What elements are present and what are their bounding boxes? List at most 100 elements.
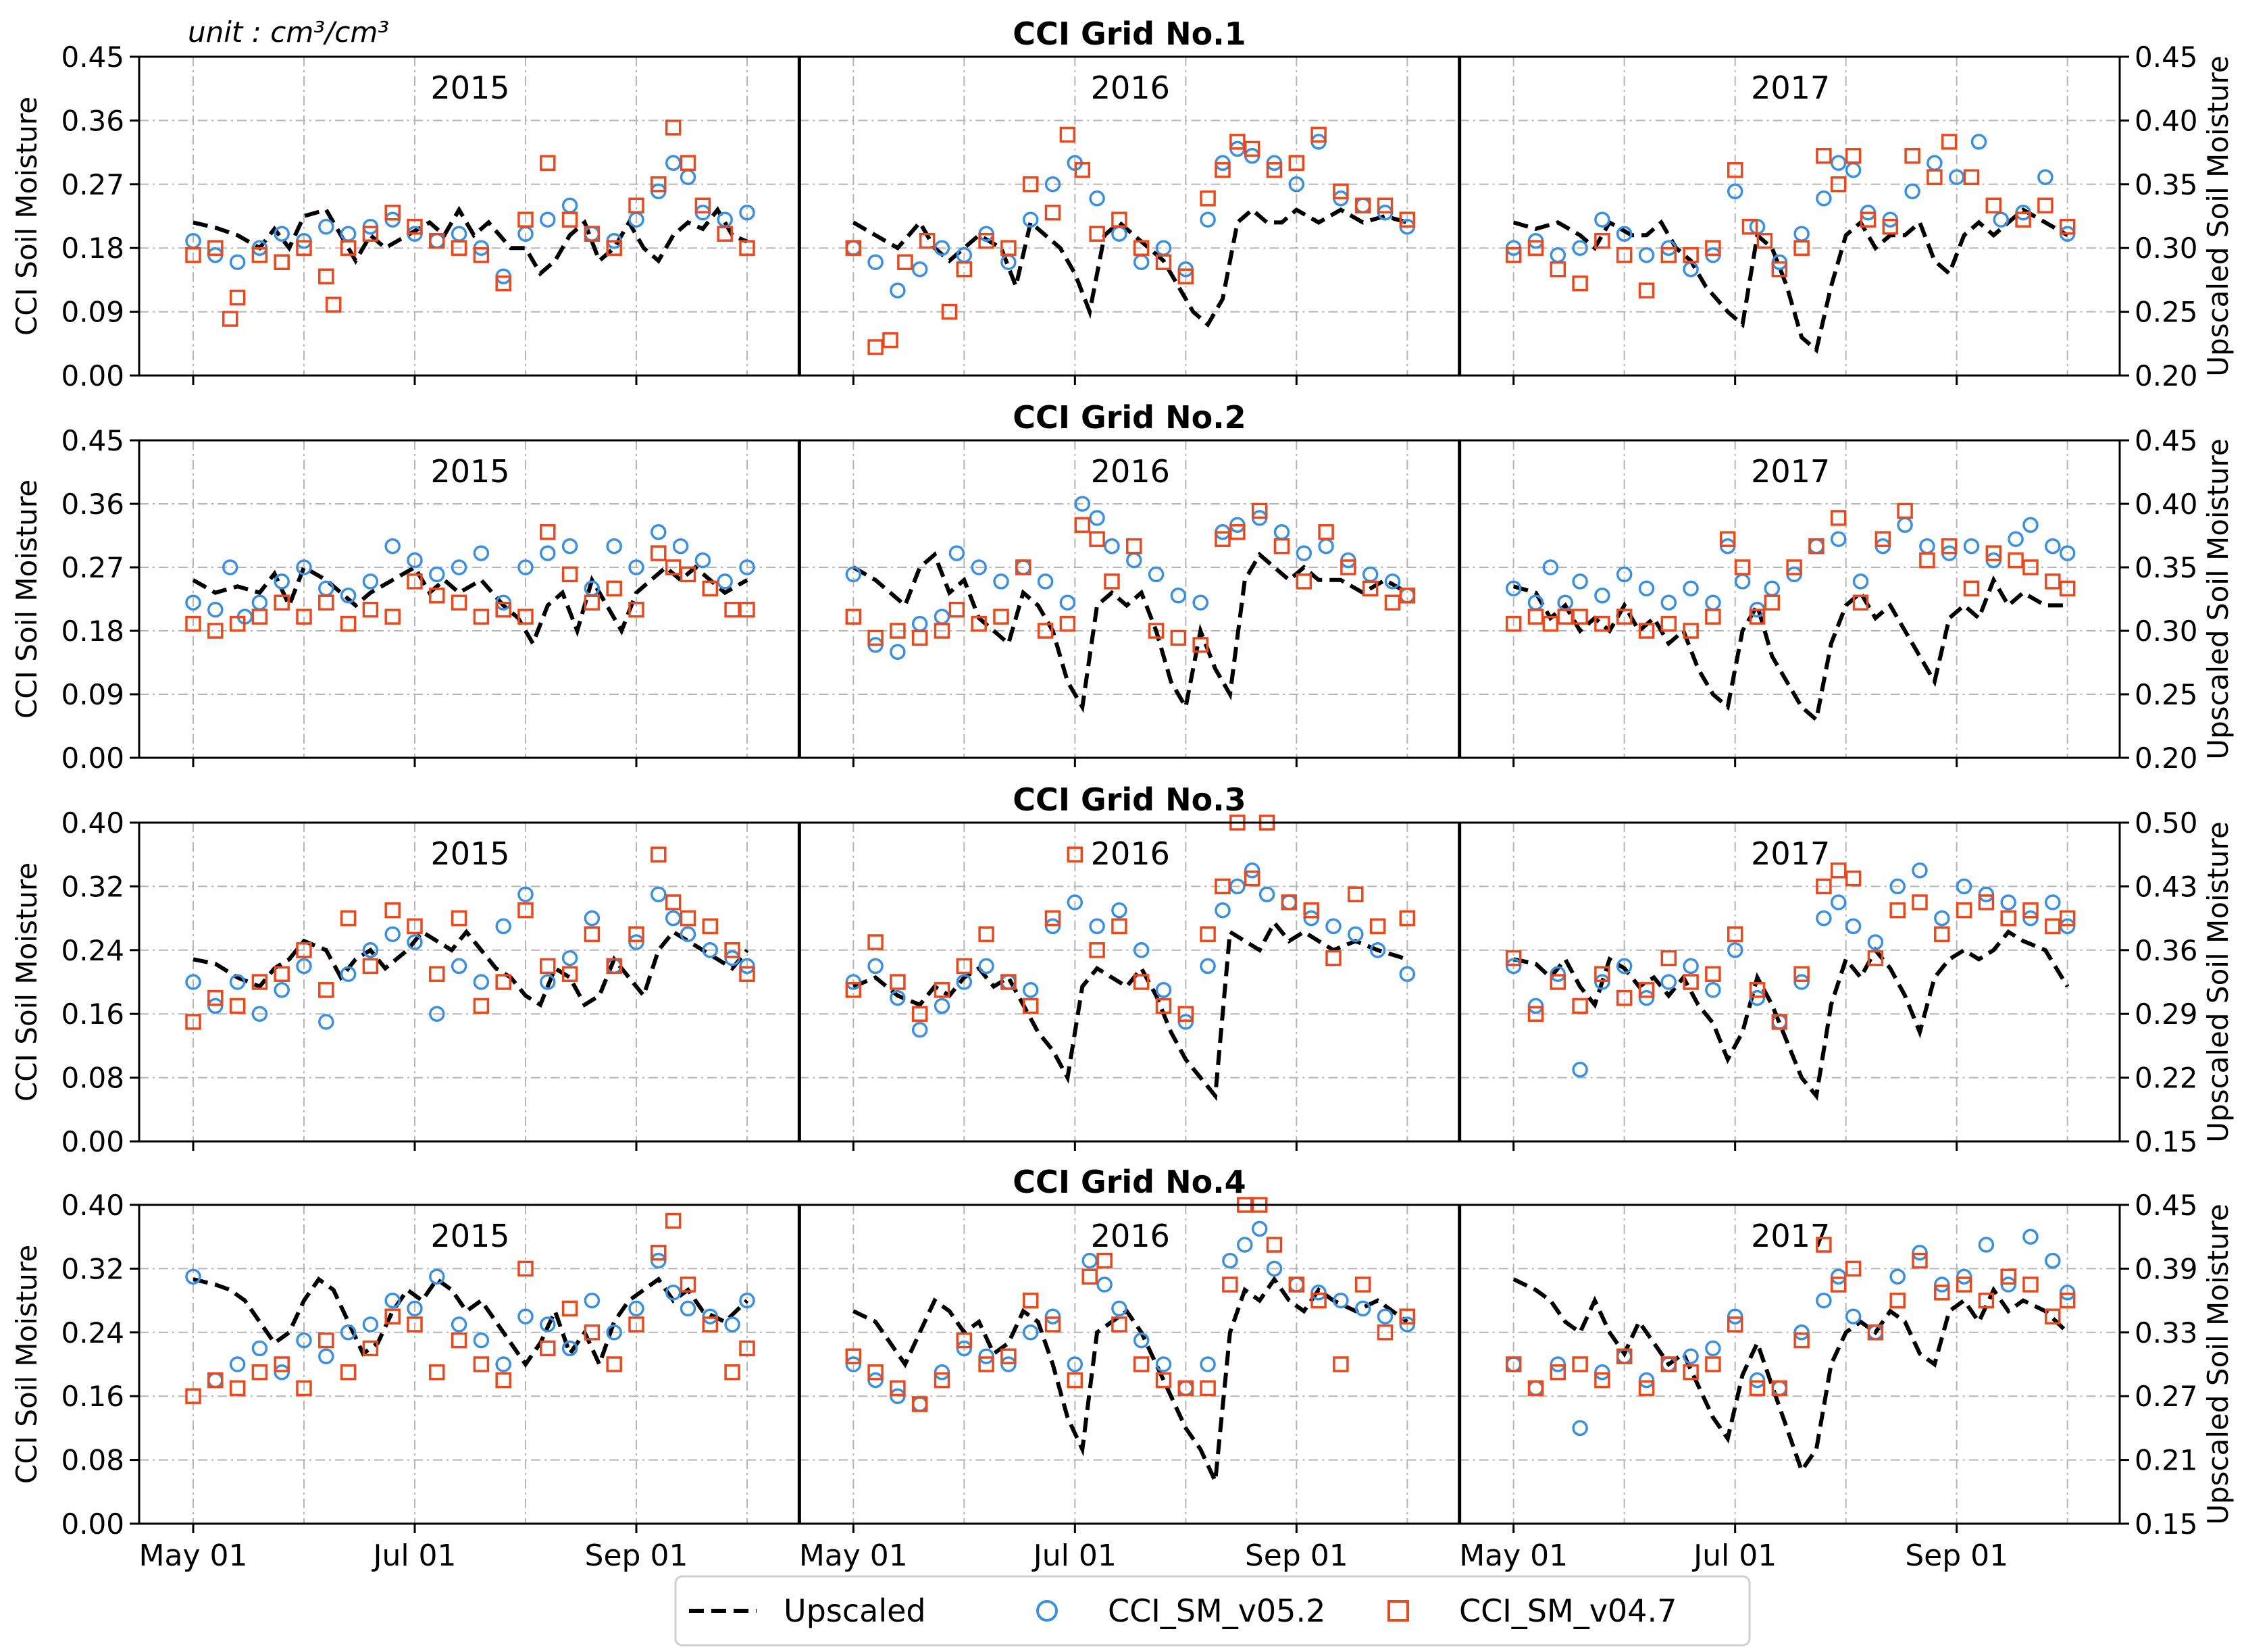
v047-point bbox=[384, 609, 401, 625]
v047-point bbox=[1705, 240, 1721, 256]
v047-point bbox=[867, 629, 884, 646]
v047-point bbox=[451, 1332, 467, 1349]
v047-point bbox=[1756, 232, 1773, 249]
y-tick-label-right: 0.45 bbox=[2135, 41, 2198, 74]
v047-point bbox=[897, 254, 913, 270]
v052-point bbox=[651, 886, 667, 902]
v047-point bbox=[1985, 197, 2002, 214]
v052-point bbox=[473, 1332, 490, 1349]
v047-point bbox=[1155, 1372, 1172, 1389]
x-tick-label: May 01 bbox=[1459, 1539, 1568, 1573]
v052-point bbox=[1354, 1300, 1371, 1317]
v052-point bbox=[207, 1372, 224, 1389]
right-axis-label: Upscaled Soil Moisture bbox=[2201, 1204, 2235, 1524]
v047-point bbox=[222, 311, 238, 327]
v047-point bbox=[1089, 226, 1105, 242]
v047-point bbox=[473, 609, 490, 625]
v052-point bbox=[1229, 878, 1246, 895]
v047-point bbox=[495, 1372, 511, 1389]
v052-point bbox=[1354, 197, 1371, 214]
v047-point bbox=[1638, 623, 1655, 639]
v047-point bbox=[296, 609, 312, 625]
v052-point bbox=[517, 886, 534, 902]
y-tick-label-right: 0.21 bbox=[2135, 1444, 2198, 1477]
v047-point bbox=[2000, 910, 2016, 927]
v047-point bbox=[1133, 974, 1150, 990]
v047-point bbox=[2022, 1276, 2039, 1293]
y-tick-label-right: 0.33 bbox=[2135, 1316, 2198, 1349]
v047-point bbox=[1022, 176, 1039, 192]
v052-point bbox=[251, 1340, 268, 1357]
v047-point bbox=[1266, 162, 1283, 178]
v052-point bbox=[1096, 1276, 1113, 1293]
y-tick-label-left: 0.36 bbox=[61, 104, 124, 137]
v052-point bbox=[680, 169, 696, 186]
year-label: 2016 bbox=[1091, 453, 1170, 490]
v047-point bbox=[1155, 254, 1172, 270]
x-tick-label: Jul 01 bbox=[1691, 1539, 1777, 1573]
upscaled-series-line bbox=[852, 919, 1408, 1102]
v047-point bbox=[1000, 1348, 1017, 1364]
v052-point bbox=[1638, 989, 1655, 1006]
v047-point bbox=[702, 1316, 719, 1333]
v047-point bbox=[1660, 615, 1677, 632]
v047-point bbox=[1148, 623, 1165, 639]
v052-point bbox=[1044, 176, 1061, 192]
v047-point bbox=[2059, 1292, 2076, 1309]
v047-point bbox=[1683, 1364, 1699, 1380]
left-axis-label: CCI Soil Moisture bbox=[10, 1245, 43, 1484]
v047-point bbox=[1527, 1380, 1544, 1397]
y-tick-label-right: 0.15 bbox=[2135, 1507, 2198, 1541]
legend: Upscaled CCI_SM_v05.2 CCI_SM_v04.7 bbox=[674, 1575, 1751, 1647]
v047-point bbox=[1572, 275, 1588, 292]
v052-point bbox=[1934, 910, 1950, 927]
v052-point bbox=[1111, 902, 1127, 919]
v047-point bbox=[1059, 615, 1076, 632]
v047-point bbox=[1362, 580, 1379, 597]
v047-point bbox=[934, 623, 950, 639]
v052-point bbox=[229, 254, 246, 270]
v052-point bbox=[384, 538, 401, 554]
v047-point bbox=[1572, 1356, 1588, 1372]
v047-point bbox=[1749, 609, 1766, 625]
v052-point bbox=[1550, 247, 1566, 263]
v052-point bbox=[561, 1340, 578, 1357]
v047-point bbox=[1816, 878, 1832, 895]
v047-point bbox=[1015, 559, 1031, 575]
v052-point bbox=[1889, 1268, 1906, 1285]
v047-point bbox=[1860, 211, 1877, 228]
v052-point bbox=[1919, 538, 1935, 554]
y-tick-label-left: 0.45 bbox=[61, 424, 124, 457]
v047-point bbox=[1919, 552, 1935, 569]
y-tick-label-left: 0.09 bbox=[61, 678, 124, 711]
v047-point bbox=[1771, 1380, 1788, 1397]
v047-point bbox=[1310, 126, 1327, 143]
legend-item-3: CCI_SM_v04.7 bbox=[1387, 1593, 1677, 1629]
y-tick-label-left: 0.24 bbox=[61, 1316, 124, 1349]
v047-point bbox=[680, 910, 696, 927]
v052-point bbox=[1572, 240, 1588, 256]
v052-point bbox=[1200, 958, 1216, 975]
v052-point bbox=[1505, 580, 1522, 597]
v047-point bbox=[2059, 218, 2076, 235]
v052-point bbox=[1089, 918, 1105, 935]
v047-point bbox=[1133, 1356, 1150, 1372]
upscaled-series-line bbox=[852, 207, 1408, 328]
v052-point bbox=[1111, 226, 1127, 242]
v047-point bbox=[739, 601, 755, 618]
v052-point bbox=[993, 573, 1009, 590]
v047-point bbox=[606, 958, 622, 975]
v047-point bbox=[1044, 205, 1061, 221]
v052-point bbox=[2059, 918, 2076, 935]
v052-point bbox=[1867, 934, 1884, 950]
v047-point bbox=[451, 240, 467, 256]
v052-point bbox=[274, 982, 290, 998]
v047-point bbox=[274, 254, 290, 270]
v047-point bbox=[724, 1364, 740, 1380]
v047-point bbox=[251, 609, 268, 625]
v052-point bbox=[956, 1340, 973, 1357]
v052-point bbox=[1059, 594, 1076, 611]
v052-point bbox=[1318, 538, 1334, 554]
v047-point bbox=[911, 629, 928, 646]
v047-point bbox=[978, 926, 994, 942]
